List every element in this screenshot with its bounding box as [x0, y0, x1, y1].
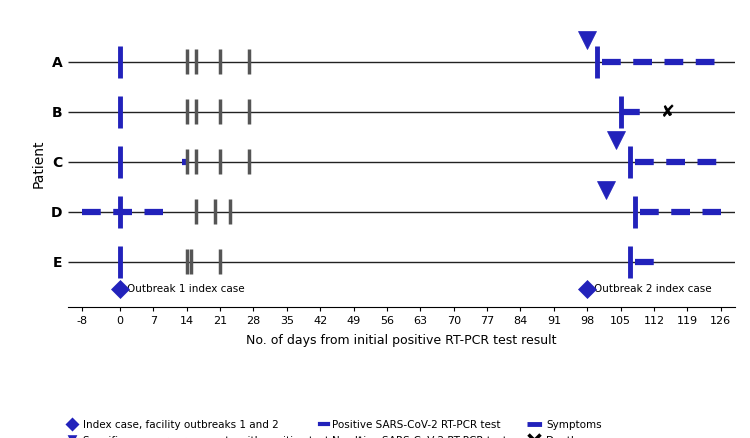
Text: Outbreak 1 index case: Outbreak 1 index case — [127, 284, 244, 294]
X-axis label: No. of days from initial positive RT-PCR test result: No. of days from initial positive RT-PCR… — [246, 334, 556, 347]
Text: ✘: ✘ — [661, 103, 675, 121]
Legend: Symptoms, Death: Symptoms, Death — [526, 420, 602, 438]
Y-axis label: Patient: Patient — [32, 140, 46, 188]
Text: Outbreak 2 index case: Outbreak 2 index case — [594, 284, 712, 294]
